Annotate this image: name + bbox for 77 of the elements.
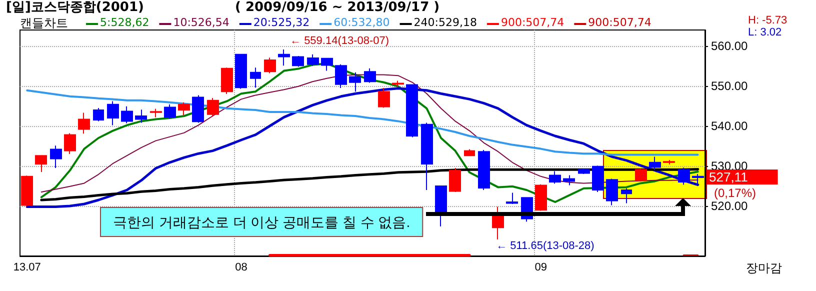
candlestick <box>192 94 204 124</box>
line-series <box>26 87 700 208</box>
candlestick <box>578 168 590 174</box>
candlestick <box>235 54 247 90</box>
candlestick <box>221 67 233 94</box>
y-tick-label: 550.00 <box>711 79 748 93</box>
candlestick <box>264 57 276 74</box>
candlestick <box>492 206 504 240</box>
candlestick <box>406 84 418 138</box>
candlestick <box>563 174 575 186</box>
text: (0,17%) <box>714 186 756 200</box>
candlestick <box>321 58 333 72</box>
candlestick <box>78 112 90 134</box>
text: H: -5.73 <box>748 14 788 26</box>
candlestick <box>21 175 33 208</box>
line-series <box>26 89 699 156</box>
legend-label: 20:525,32 <box>253 16 310 29</box>
text: L: 3.02 <box>748 26 782 38</box>
legend-label: 240:529,18 <box>414 16 477 29</box>
y-tick-label: 540.00 <box>711 119 748 133</box>
candlestick <box>549 170 561 184</box>
x-tick-label: 13.07 <box>13 262 41 274</box>
candlestick <box>392 80 404 87</box>
candlestick <box>535 184 547 212</box>
candlestick <box>692 174 704 184</box>
x-tick-label: 09 <box>534 262 548 274</box>
candlestick <box>621 188 632 204</box>
candlestick <box>635 168 647 182</box>
candlestick <box>207 98 219 118</box>
legend-label: 900:507,74 <box>588 16 652 29</box>
candlestick <box>278 48 290 66</box>
candlestick <box>50 145 62 168</box>
candlestick <box>421 122 433 190</box>
candlestick <box>649 156 661 170</box>
x-tick-label: 08 <box>235 262 248 274</box>
candlestick <box>64 132 76 154</box>
candlestick <box>35 155 47 172</box>
candlestick <box>592 165 604 192</box>
legend-label: 5:528,62 <box>100 16 150 29</box>
candlestick <box>349 72 361 92</box>
text: 527,11 <box>709 170 748 185</box>
candlestick <box>121 106 133 124</box>
line-series <box>40 74 698 192</box>
legend-label: 10:526,54 <box>173 16 230 29</box>
annotation: 극한의 거래감소로 더 이상 공매도를 칠 수 없음. <box>113 214 410 230</box>
candlestick <box>93 108 104 122</box>
candlestick <box>150 108 162 118</box>
annotation: ← 511.65(13-08-28) <box>496 240 594 252</box>
candlestick <box>435 186 447 227</box>
text: 장마감 <box>746 261 782 275</box>
candlestick <box>449 168 461 192</box>
candlestick <box>364 68 376 84</box>
legend-label: 60:532,80 <box>334 16 390 29</box>
candlestick <box>478 150 490 190</box>
legend-title: 캔들차트 <box>20 16 68 30</box>
candlestick <box>678 167 690 186</box>
candlestick <box>378 88 390 108</box>
chart-subtitle: ( 2009/09/16 ~ 2013/09/17 ) <box>235 0 440 15</box>
candlestick <box>307 54 319 66</box>
candlestick <box>335 64 347 88</box>
annotation: ← 559.14(13-08-07) <box>290 34 390 47</box>
chart-title: [일]코스닥종합(2001) <box>6 0 144 15</box>
line-series <box>40 62 699 203</box>
line-series <box>40 168 700 202</box>
candlestick <box>506 192 518 204</box>
candlestick <box>663 160 675 165</box>
candlestick <box>606 178 618 206</box>
candlestick <box>107 100 119 126</box>
legend-label: 900:507,74 <box>500 16 564 29</box>
y-tick-label: 520.00 <box>711 199 748 213</box>
candlestick <box>164 104 176 120</box>
candlestick <box>292 56 304 68</box>
candlestick <box>135 109 147 124</box>
candlestick <box>250 67 261 88</box>
candlestick <box>178 102 190 116</box>
candlestick <box>464 148 475 156</box>
y-tick-label: 560.00 <box>711 39 748 53</box>
